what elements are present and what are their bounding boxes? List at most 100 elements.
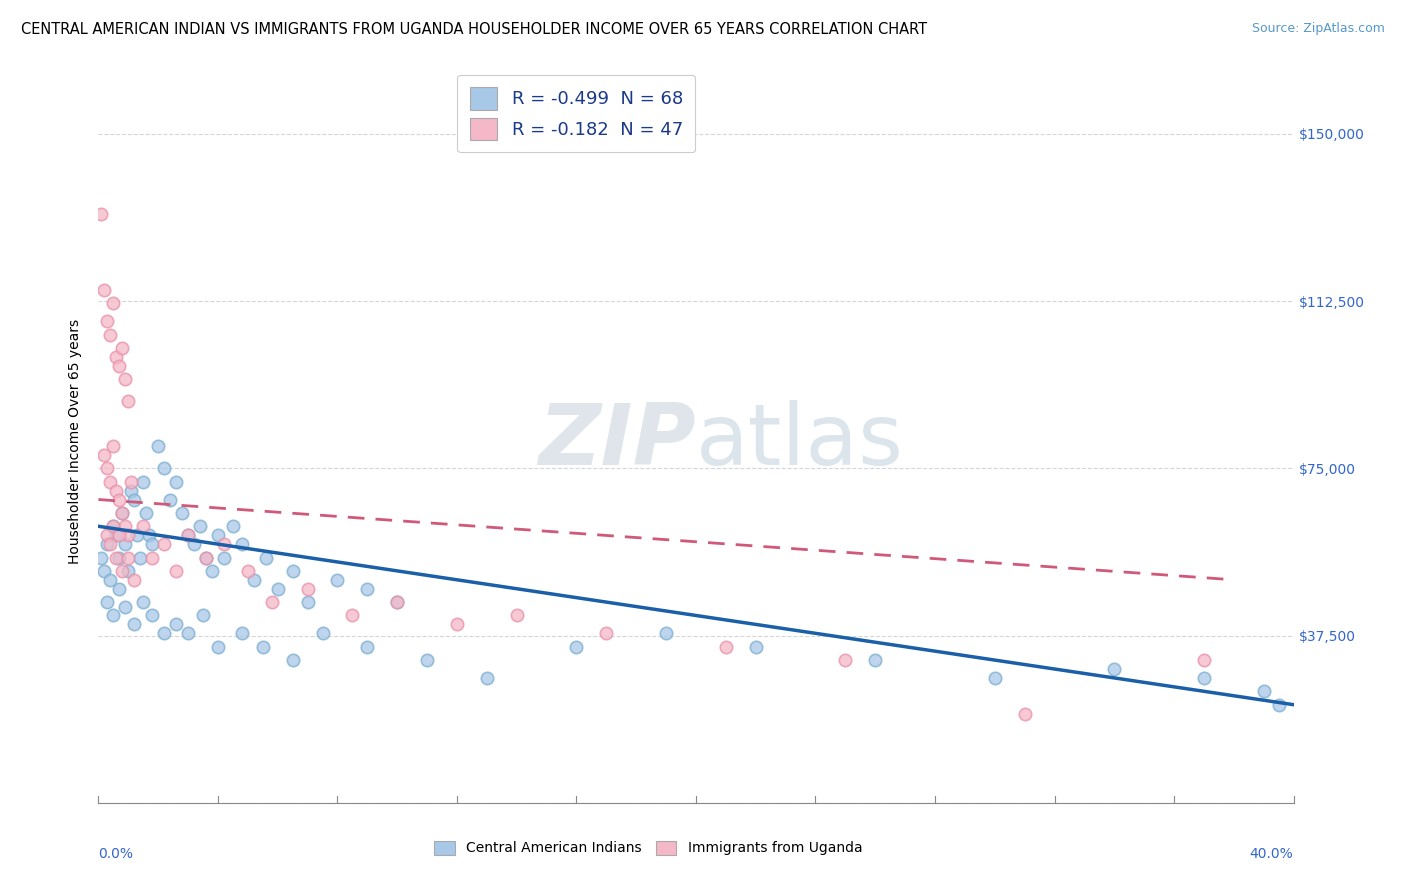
Point: [114, 599, 136, 614]
Y-axis label: Householder Income Over 65 years: Householder Income Over 65 years: [69, 319, 83, 564]
Point: [153, 461, 176, 475]
Point: [236, 564, 259, 578]
Point: [1267, 698, 1289, 712]
Point: [132, 519, 155, 533]
Point: [297, 595, 319, 609]
Point: [108, 582, 131, 596]
Point: [385, 595, 409, 609]
Text: 0.0%: 0.0%: [98, 847, 134, 862]
Point: [326, 573, 349, 587]
Point: [177, 528, 200, 542]
Point: [103, 439, 125, 453]
Point: [714, 640, 737, 654]
Text: atlas: atlas: [696, 400, 904, 483]
Point: [191, 608, 214, 623]
Point: [117, 394, 139, 409]
Point: [165, 475, 187, 489]
Point: [201, 564, 224, 578]
Point: [124, 492, 146, 507]
Point: [124, 573, 146, 587]
Point: [93, 283, 115, 297]
Point: [252, 640, 274, 654]
Point: [153, 537, 176, 551]
Point: [655, 626, 678, 640]
Point: [111, 506, 134, 520]
Point: [1104, 662, 1126, 676]
Point: [108, 528, 131, 542]
Point: [153, 626, 176, 640]
Point: [108, 550, 131, 565]
Point: [159, 492, 181, 507]
Point: [98, 327, 122, 342]
Point: [1014, 706, 1036, 721]
Point: [132, 595, 155, 609]
Point: [281, 653, 304, 667]
Point: [90, 207, 112, 221]
Point: [114, 372, 136, 386]
Point: [177, 528, 200, 542]
Point: [243, 573, 266, 587]
Point: [90, 550, 112, 565]
Point: [172, 506, 194, 520]
Point: [98, 475, 122, 489]
Point: [416, 653, 439, 667]
Point: [595, 626, 617, 640]
Point: [141, 537, 163, 551]
Point: [135, 506, 157, 520]
Point: [96, 461, 118, 475]
Point: [117, 564, 139, 578]
Point: [356, 640, 378, 654]
Point: [207, 528, 229, 542]
Point: [1253, 684, 1275, 698]
Point: [342, 608, 364, 623]
Point: [129, 550, 152, 565]
Point: [212, 550, 235, 565]
Point: [475, 671, 498, 685]
Point: [103, 519, 125, 533]
Point: [195, 550, 218, 565]
Point: [297, 582, 319, 596]
Point: [103, 608, 125, 623]
Text: ZIP: ZIP: [538, 400, 696, 483]
Point: [111, 341, 134, 355]
Point: [108, 492, 131, 507]
Point: [281, 564, 304, 578]
Legend: Central American Indians, Immigrants from Uganda: Central American Indians, Immigrants fro…: [429, 835, 868, 861]
Point: [1192, 653, 1215, 667]
Point: [267, 582, 290, 596]
Point: [120, 483, 142, 498]
Point: [446, 617, 468, 632]
Point: [93, 448, 115, 462]
Point: [120, 475, 142, 489]
Point: [103, 519, 125, 533]
Point: [177, 626, 200, 640]
Point: [984, 671, 1007, 685]
Point: [105, 483, 128, 498]
Point: [222, 519, 245, 533]
Point: [385, 595, 409, 609]
Point: [141, 608, 163, 623]
Point: [127, 528, 149, 542]
Point: [117, 528, 139, 542]
Point: [114, 519, 136, 533]
Text: CENTRAL AMERICAN INDIAN VS IMMIGRANTS FROM UGANDA HOUSEHOLDER INCOME OVER 65 YEA: CENTRAL AMERICAN INDIAN VS IMMIGRANTS FR…: [21, 22, 927, 37]
Point: [165, 564, 187, 578]
Text: Source: ZipAtlas.com: Source: ZipAtlas.com: [1251, 22, 1385, 36]
Point: [98, 573, 122, 587]
Point: [111, 506, 134, 520]
Point: [212, 537, 235, 551]
Point: [148, 439, 170, 453]
Point: [745, 640, 768, 654]
Point: [111, 564, 134, 578]
Point: [311, 626, 333, 640]
Point: [103, 296, 125, 310]
Point: [356, 582, 378, 596]
Point: [138, 528, 160, 542]
Point: [195, 550, 218, 565]
Point: [834, 653, 856, 667]
Point: [183, 537, 205, 551]
Point: [105, 528, 128, 542]
Point: [141, 550, 163, 565]
Point: [188, 519, 211, 533]
Point: [114, 537, 136, 551]
